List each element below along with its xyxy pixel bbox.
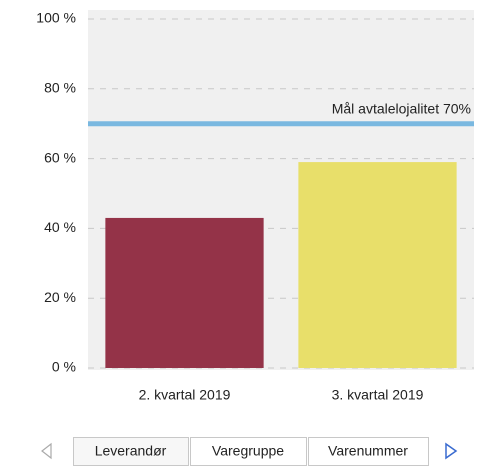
prev-arrow[interactable] <box>41 442 52 460</box>
tab[interactable] <box>73 437 189 466</box>
y-tick-label: 40 % <box>44 219 76 235</box>
bar <box>105 217 264 368</box>
x-tick-label: 3. kvartal 2019 <box>332 387 424 403</box>
tab-label[interactable]: Leverandør <box>95 443 167 459</box>
bar <box>298 162 457 368</box>
y-tick-label: 0 % <box>52 359 76 375</box>
tab-label[interactable]: Varegruppe <box>212 443 284 459</box>
next-arrow[interactable] <box>445 442 458 460</box>
y-tick-label: 80 % <box>44 80 76 96</box>
target-label: Mål avtalelojalitet 70% <box>332 100 471 116</box>
y-tick-label: 60 % <box>44 149 76 165</box>
y-tick-label: 100 % <box>36 10 76 26</box>
y-tick-label: 20 % <box>44 289 76 305</box>
tab-label[interactable]: Varenummer <box>328 443 408 459</box>
tab[interactable] <box>308 437 429 466</box>
x-tick-label: 2. kvartal 2019 <box>139 387 231 403</box>
